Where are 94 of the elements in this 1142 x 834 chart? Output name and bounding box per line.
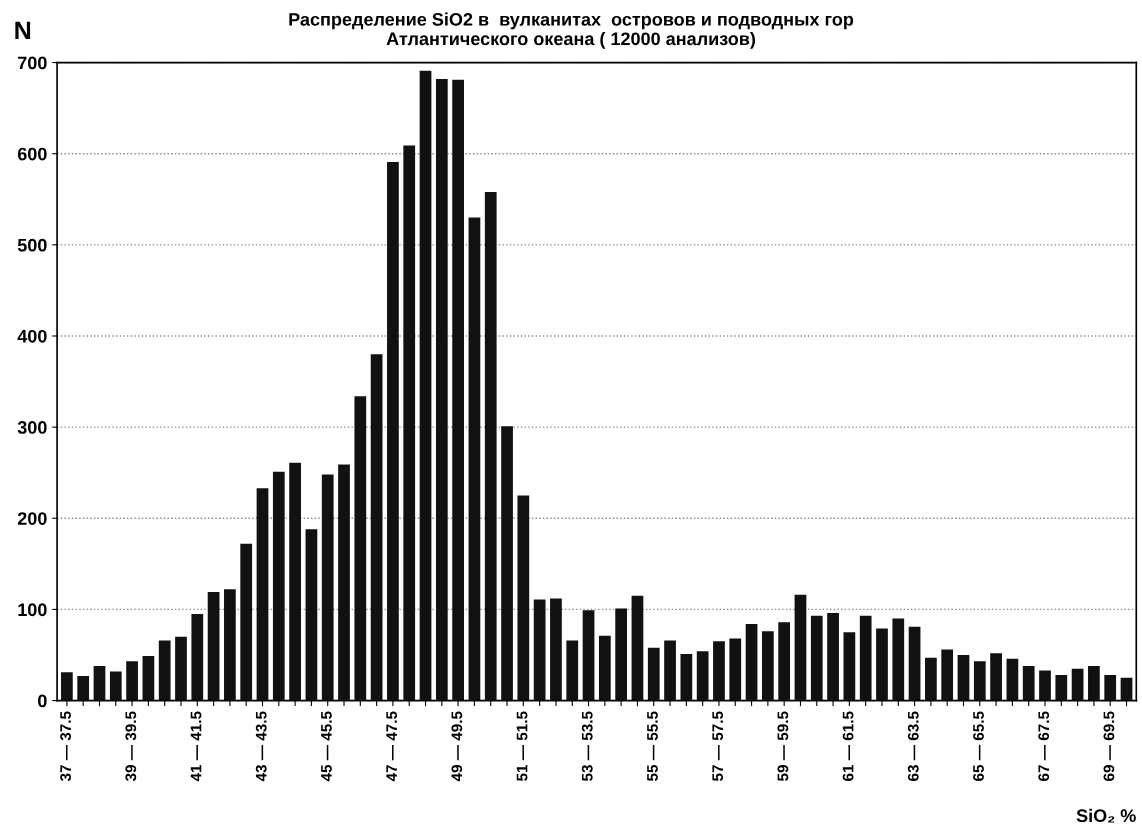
bar [224,589,236,701]
x-tick-label: 69 — 69.5 [1103,711,1115,781]
x-tick-label: 57 — 57.5 [712,711,724,781]
bar [1006,658,1019,701]
y-tick-label: 400 [17,329,47,343]
bar [1071,668,1084,701]
bar [892,618,905,701]
x-tick-label: 65 — 65.5 [973,711,984,781]
bar [1088,665,1100,701]
x-tick-label: 59 — 59.5 [777,711,789,781]
x-axis-title: SiO₂ % [1076,808,1136,823]
x-tick-label: 45 — 45.5 [321,711,332,782]
x-tick-label: 55 — 55.5 [647,711,658,781]
y-axis-title: N [15,21,31,39]
chart-title: Распределение SiO2 в вулканитах островов и подводных гор Атлантического океана ( 12000 анализов) [289,12,854,49]
bar [876,628,888,701]
bar [419,70,432,701]
bar [93,665,106,701]
y-tick-label: 700 [18,56,47,70]
bar [109,671,122,701]
bar [256,488,269,701]
bar [77,675,90,701]
x-tick-label: 67 — 67.5 [1038,711,1050,781]
bar [191,613,204,701]
bar [1120,677,1133,701]
x-tick-label: 43 — 43.5 [255,711,267,782]
bar [272,471,285,701]
bar [713,641,725,701]
bar [1022,665,1035,701]
x-tick-label: 37 — 37.5 [60,711,71,782]
bar [354,396,367,701]
bar [533,599,546,701]
bar [1039,670,1051,701]
bar [941,649,954,701]
bar [631,595,644,701]
bar [468,217,481,701]
bar [517,495,530,701]
x-tick-label: 53 — 53.5 [581,711,593,781]
y-tick-label: 100 [18,603,47,617]
bar [175,636,187,701]
x-tick-label: 61 — 61.5 [842,711,854,781]
bar [598,635,611,701]
x-tick-label: 49 — 49.5 [451,711,463,782]
bar [158,640,171,701]
x-tick-label: 51 — 51.5 [516,711,528,781]
bar [435,78,448,701]
bar [142,655,155,701]
bar [990,653,1002,701]
y-tick-label: 600 [17,147,47,161]
bar [387,161,399,701]
bar [745,624,758,701]
bar [957,654,970,701]
bar [696,651,709,701]
x-tick-label: 63 — 63.5 [907,711,919,781]
y-tick-label: 0 [38,694,47,708]
bar [843,632,856,701]
bar [680,654,693,701]
x-tick-label: 41 — 41.5 [190,711,202,782]
bar [289,462,301,701]
bar [403,145,416,701]
bar [566,640,579,701]
bar [810,615,823,701]
bar [908,626,921,701]
bar [484,191,497,701]
bar [305,529,318,701]
bar [240,543,253,701]
bar [859,615,872,701]
bar [762,631,774,701]
y-tick-label: 500 [17,238,47,252]
bar [1104,675,1117,701]
bar [126,661,138,701]
y-tick-label: 200 [17,512,47,525]
bar [973,661,986,701]
y-tick-label: 300 [17,421,47,434]
bar [827,613,839,701]
bar [582,610,595,701]
bar [338,464,350,701]
bar [729,638,742,701]
bar [370,354,383,701]
bar [452,79,464,701]
bar [501,426,513,701]
x-tick-label: 47 — 47.5 [386,711,398,782]
x-tick-label: 39 — 39.5 [125,711,137,782]
bar [321,474,334,701]
bar [664,640,676,701]
bar [550,598,562,701]
bar [778,622,791,701]
bar [794,594,807,701]
bar [1055,675,1068,701]
bar [61,672,73,701]
bar [647,647,660,701]
bar [207,592,220,701]
bar [615,608,628,701]
bar [925,657,937,701]
